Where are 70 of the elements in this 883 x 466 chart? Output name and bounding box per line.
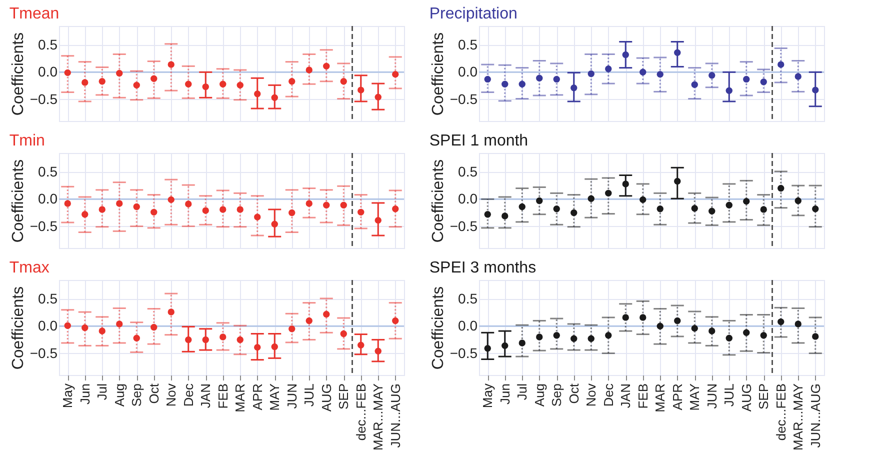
x-tick-label: MAY: [267, 383, 282, 411]
x-tick-label: Jun: [77, 384, 92, 404]
y-tick-label: 0.5: [458, 164, 478, 180]
y-tick-label: −0.5: [450, 90, 478, 107]
y-tick-label: 0.5: [458, 36, 478, 52]
x-tick-label: JUN...AUG: [808, 384, 823, 448]
x-tick-label: Nov: [584, 383, 599, 407]
chart-title: SPEI 1 month: [429, 132, 528, 150]
x-tick-label: FEB: [635, 384, 650, 409]
chart-title: Precipitation: [429, 5, 518, 22]
x-tick-label: dec...FEB: [353, 384, 368, 441]
x-tick-label: Sep: [549, 384, 564, 407]
x-tick-label: dec...FEB: [773, 384, 788, 441]
x-tick-label: Jun: [497, 384, 512, 404]
x-tick-label: MAR...MAY: [790, 383, 806, 450]
y-axis-title: Coefficients: [10, 286, 27, 370]
chart-title: SPEI 3 months: [429, 259, 536, 276]
x-tick-label: Jul: [94, 383, 110, 400]
x-tick-label: JAN: [618, 384, 634, 408]
y-tick-label: 0.0: [38, 190, 58, 207]
y-axis-title: Coefficients: [430, 32, 447, 116]
y-tick-label: 0.0: [458, 64, 478, 80]
x-tick-label: AUG: [318, 384, 334, 412]
y-axis-title: Coefficients: [10, 159, 27, 243]
x-tick-label: MAR...MAY: [370, 383, 386, 450]
y-tick-label: 0.5: [458, 290, 478, 306]
x-tick-label: Aug: [532, 384, 547, 407]
y-axis-title: Coefficients: [430, 159, 447, 243]
y-tick-label: 0.5: [38, 36, 58, 52]
x-tick-label: SEP: [336, 384, 352, 410]
x-tick-label: Oct: [146, 383, 162, 404]
x-tick-label: Aug: [112, 384, 127, 407]
x-tick-label: APR: [250, 384, 265, 410]
x-tick-label: JUN: [284, 384, 300, 409]
y-tick-label: 0.5: [38, 164, 58, 180]
x-tick-label: May: [480, 383, 496, 408]
x-tick-label: May: [60, 383, 76, 408]
x-tick-label: SEP: [756, 384, 772, 410]
y-tick-label: 0.0: [458, 190, 478, 207]
x-tick-label: AUG: [738, 384, 754, 412]
y-tick-label: 0.0: [38, 64, 58, 80]
chart-title: Tmax: [9, 259, 50, 276]
x-tick-label: APR: [670, 384, 685, 410]
chart-title: Tmean: [9, 5, 60, 22]
x-tick-label: MAR: [652, 384, 668, 412]
x-tick-label: Jul: [514, 383, 530, 400]
y-tick-label: 0.0: [458, 318, 478, 334]
x-tick-label: Nov: [164, 383, 179, 407]
chart-title: Tmin: [9, 132, 45, 150]
y-tick-label: −0.5: [30, 90, 58, 107]
x-tick-label: Sep: [129, 384, 144, 407]
y-tick-label: 0.0: [38, 318, 58, 334]
x-tick-label: JUN: [704, 384, 720, 409]
x-tick-label: MAY: [687, 383, 702, 411]
y-tick-label: −0.5: [30, 344, 58, 361]
x-tick-label: FEB: [215, 384, 230, 409]
x-tick-label: JUN...AUG: [388, 384, 403, 448]
x-tick-label: Dec: [600, 383, 616, 407]
y-tick-label: −0.5: [450, 344, 478, 361]
y-tick-label: 0.5: [38, 290, 58, 306]
x-tick-label: JUL: [302, 384, 317, 407]
x-tick-label: JUL: [722, 384, 737, 407]
y-axis-title: Coefficients: [10, 32, 27, 116]
y-tick-label: −0.5: [30, 218, 58, 234]
y-tick-label: −0.5: [450, 218, 478, 234]
x-tick-label: Oct: [566, 383, 582, 404]
x-tick-label: Dec: [180, 383, 196, 407]
x-tick-label: MAR: [232, 384, 248, 412]
x-tick-label: JAN: [198, 384, 214, 408]
y-axis-title: Coefficients: [430, 286, 447, 370]
